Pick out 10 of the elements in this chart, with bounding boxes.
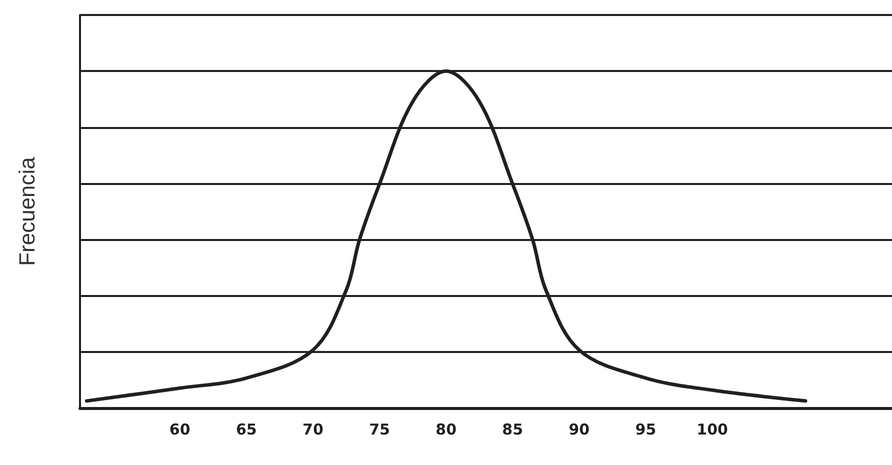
x-tick-label: 75 <box>369 420 390 438</box>
x-tick-label: 95 <box>635 420 656 438</box>
y-axis-title: Frecuencia <box>14 156 40 266</box>
x-tick-label: 100 <box>696 420 728 438</box>
x-tick-label: 85 <box>502 420 524 438</box>
x-tick-label: 65 <box>236 420 257 438</box>
x-tick-label: 60 <box>169 420 190 438</box>
x-tick-label: 70 <box>302 420 324 438</box>
x-tick-label: 90 <box>568 420 590 438</box>
x-tick-label: 80 <box>436 420 457 438</box>
